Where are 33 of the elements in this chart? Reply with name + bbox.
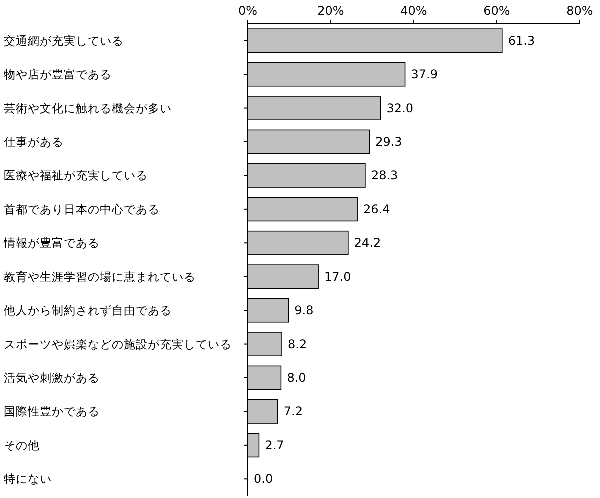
data-label: 28.3 <box>371 168 398 183</box>
data-label: 32.0 <box>386 101 414 116</box>
x-tick-label: 80% <box>566 4 594 18</box>
data-label: 26.4 <box>364 202 390 216</box>
data-label: 7.2 <box>284 404 303 419</box>
y-tick-label: 芸術や文化に触れる機会が多い <box>4 101 172 116</box>
y-tick-label: 物や店が豊富である <box>4 68 112 82</box>
y-tick-label: 仕事がある <box>3 135 64 149</box>
x-tick-label: 40% <box>400 4 428 18</box>
data-label: 61.3 <box>508 34 536 48</box>
y-tick-label: スポーツや娯楽などの施設が充実している <box>4 337 232 352</box>
y-tick-label: 情報が豊富である <box>3 236 100 250</box>
x-tick-label: 20% <box>318 4 344 18</box>
data-label: 9.8 <box>294 304 314 318</box>
y-tick-label: 特にない <box>4 472 52 486</box>
data-label: 29.3 <box>376 135 402 149</box>
x-tick-label: 0% <box>238 4 258 18</box>
y-tick-label: 国際性豊かである <box>4 404 100 419</box>
data-label: 0.0 <box>254 472 274 486</box>
data-label: 24.2 <box>354 236 382 250</box>
y-tick-label: その他 <box>4 438 40 452</box>
x-tick-label: 60% <box>484 4 510 18</box>
data-label: 8.2 <box>288 337 308 352</box>
data-label: 8.0 <box>287 371 306 385</box>
data-label: 37.9 <box>411 68 438 82</box>
y-tick-label: 教育や生涯学習の場に恵まれている <box>4 270 196 284</box>
y-tick-label: 他人から制約されず自由である <box>4 304 172 318</box>
y-tick-label: 首都であり日本の中心である <box>4 202 160 216</box>
y-tick-label: 活気や刺激がある <box>4 371 100 385</box>
y-tick-label: 交通網が充実している <box>4 34 124 48</box>
data-label: 2.7 <box>265 438 284 452</box>
data-label: 17.0 <box>324 270 352 284</box>
y-tick-label: 医療や福祉が充実している <box>4 168 148 183</box>
